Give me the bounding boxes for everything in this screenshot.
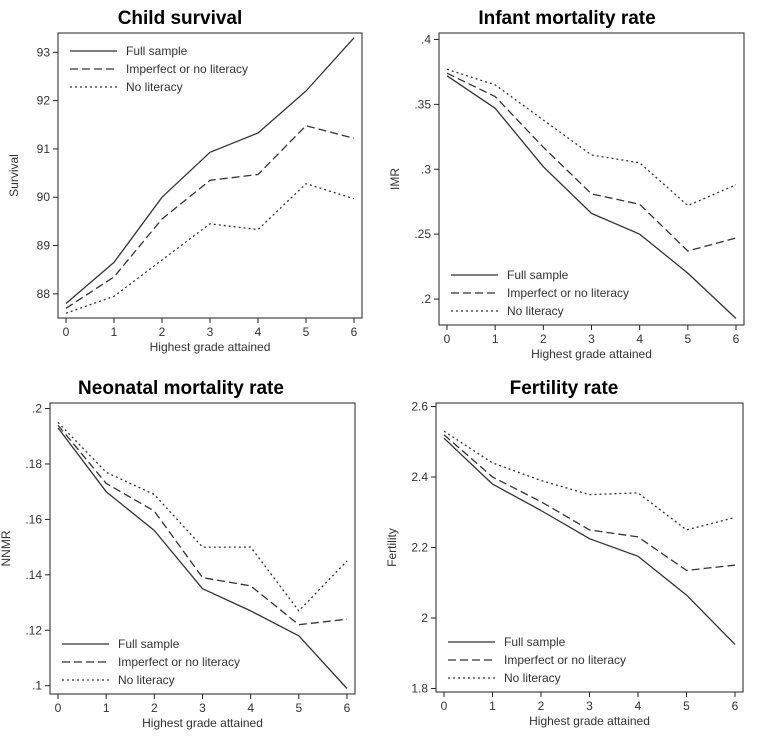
y-tick-label: 2.2 [411,541,428,555]
x-tick-label: 5 [683,699,690,713]
legend-label: Imperfect or no literacy [507,286,629,300]
x-axis-label: Highest grade attained [150,340,271,354]
x-axis-label: Highest grade attained [531,347,652,361]
series-line-dotted [65,183,355,314]
x-tick-label: 2 [540,332,547,346]
x-tick-label: 1 [103,701,110,715]
y-tick-label: 93 [37,45,51,59]
x-tick-label: 5 [684,332,691,346]
chart-panel-3: Neonatal mortality rate .1 .12 .14 .16 .18 .2 0… [0,378,356,730]
legend-label: No literacy [126,80,183,94]
series-line-dotted [57,421,348,612]
legend-label: Full sample [507,268,569,282]
plot-frame [49,402,356,695]
series-line-dashed [57,424,348,626]
x-tick-label: 0 [441,699,448,713]
x-tick-label: 3 [588,332,595,346]
chart-panel-4: Fertility rate 1.8 2 2.2 2.4 2.6 0 1 2 3 4 5 6 Highes… [385,378,744,728]
plot-frame [57,32,363,319]
y-tick-label: .2 [421,292,431,306]
x-tick-label: 6 [733,332,740,346]
y-tick-label: 2.4 [411,470,428,484]
x-tick-label: 0 [63,325,70,339]
chart-title: Neonatal mortality rate [78,378,284,399]
x-tick-label: 6 [351,325,358,339]
y-tick-label: .4 [421,32,431,46]
x-tick-label: 1 [111,325,118,339]
y-tick-label: .16 [25,512,42,526]
x-tick-label: 4 [255,325,262,339]
legend-label: Imperfect or no literacy [118,655,240,669]
legend-label: Imperfect or no literacy [504,653,626,667]
legend-label: No literacy [507,304,564,318]
y-tick-label: .25 [414,227,431,241]
x-tick-label: 6 [732,699,739,713]
x-tick-label: 4 [247,701,254,715]
x-tick-label: 0 [55,701,62,715]
y-tick-label: 1.8 [411,681,428,695]
series-line-dashed [65,125,355,309]
y-tick-label: 92 [37,94,51,108]
series-line-dotted [446,68,737,207]
legend-label: Full sample [118,637,180,651]
x-tick-label: 3 [586,699,593,713]
x-tick-label: 6 [344,701,351,715]
legend-label: Imperfect or no literacy [126,62,248,76]
y-tick-label: .14 [25,568,42,582]
x-tick-label: 5 [303,325,310,339]
plot-frame [435,402,744,693]
series-line-dashed [446,72,737,252]
series-line-solid [57,427,348,689]
y-tick-label: .35 [414,97,431,111]
legend-label: Full sample [504,635,566,649]
y-tick-label: 89 [37,239,51,253]
y-tick-label: .3 [421,162,431,176]
x-tick-label: 1 [489,699,496,713]
legend-label: No literacy [504,671,561,685]
x-tick-label: 2 [151,701,158,715]
legend-label: Full sample [126,44,188,58]
y-tick-label: 2.6 [411,400,428,414]
y-tick-label: 90 [37,190,51,204]
y-axis-label: IMR [388,168,402,190]
x-tick-label: 4 [635,699,642,713]
series-line-solid [446,75,737,319]
chart-title: Infant mortality rate [478,8,655,29]
chart-panel-1: Child survival 88 89 90 91 92 93 0 1 2 3 4 5 6 Highest… [7,8,363,354]
y-axis-label: Fertility [385,528,399,567]
x-tick-label: 0 [444,332,451,346]
series-line-dotted [443,430,736,531]
chart-title: Child survival [118,8,243,29]
legend-label: No literacy [118,673,175,687]
y-tick-label: .2 [32,402,42,416]
series-line-solid [65,37,355,304]
y-tick-label: 2 [421,611,428,625]
y-axis-label: NNMR [0,530,13,566]
x-tick-label: 4 [636,332,643,346]
y-axis-label: Survival [7,154,21,197]
x-tick-label: 5 [295,701,302,715]
x-tick-label: 3 [207,325,214,339]
y-tick-label: 91 [37,142,51,156]
y-tick-label: .1 [32,679,42,693]
y-tick-label: .12 [25,623,42,637]
series-line-dashed [443,434,736,572]
x-tick-label: 3 [199,701,206,715]
chart-title: Fertility rate [510,378,619,399]
x-tick-label: 2 [538,699,545,713]
x-axis-label: Highest grade attained [529,714,650,728]
series-line-solid [443,437,736,645]
x-axis-label: Highest grade attained [142,716,263,730]
chart-panel-2: Infant mortality rate .2 .25 .3 .35 .4 0 1 2 3 4 5 6… [388,8,745,361]
x-tick-label: 2 [159,325,166,339]
x-tick-label: 1 [492,332,499,346]
y-tick-label: .18 [25,457,42,471]
plot-frame [438,32,745,326]
y-tick-label: 88 [37,287,51,301]
